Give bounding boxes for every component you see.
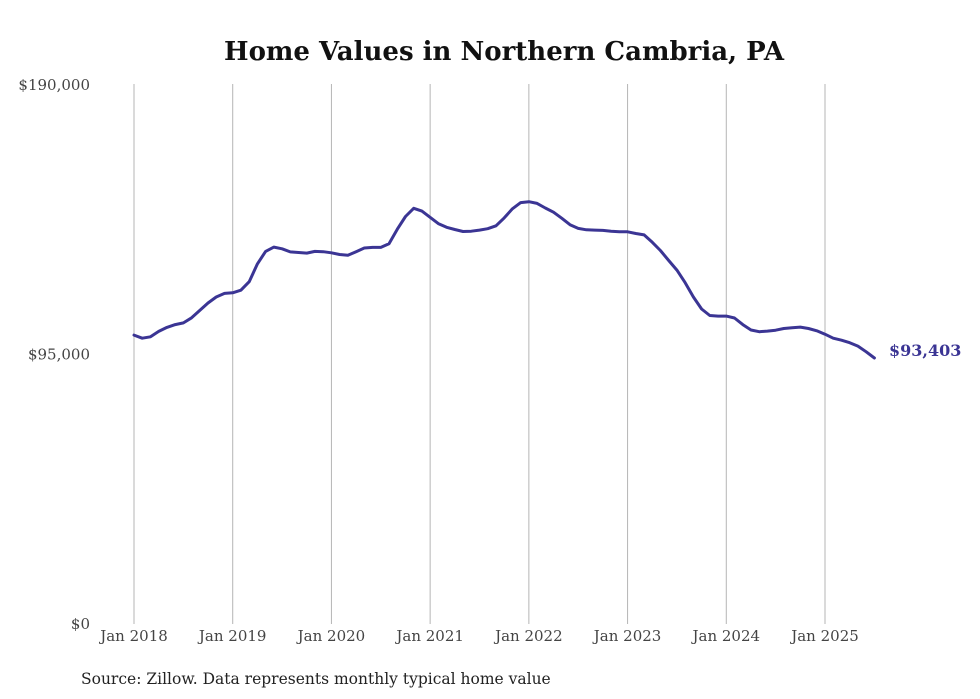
x-tick-label: Jan 2021 [394, 627, 464, 645]
y-tick-label: $95,000 [28, 346, 90, 364]
x-tick-label: Jan 2018 [98, 627, 168, 645]
x-tick-label: Jan 2022 [493, 627, 563, 645]
x-axis-ticks: Jan 2018 Jan 2019 Jan 2020 Jan 2021 Jan 2022… [98, 627, 859, 645]
y-tick-label: $190,000 [18, 76, 90, 94]
source-note: Source: Zillow. Data represents monthly … [81, 670, 551, 688]
x-tick-label: Jan 2020 [296, 627, 366, 645]
home-value-series-line [132, 200, 876, 360]
x-tick-label: Jan 2024 [691, 627, 761, 645]
x-tick-label: Jan 2019 [197, 627, 267, 645]
y-tick-label: $0 [71, 615, 90, 633]
last-value-label: $93,403 [889, 341, 961, 360]
y-axis-ticks: $0 $95,000 $190,000 [18, 76, 90, 633]
chart-title: Home Values in Northern Cambria, PA [224, 37, 785, 67]
x-tick-label: Jan 2023 [592, 627, 662, 645]
vertical-gridlines [133, 84, 826, 624]
x-tick-label: Jan 2025 [789, 627, 859, 645]
